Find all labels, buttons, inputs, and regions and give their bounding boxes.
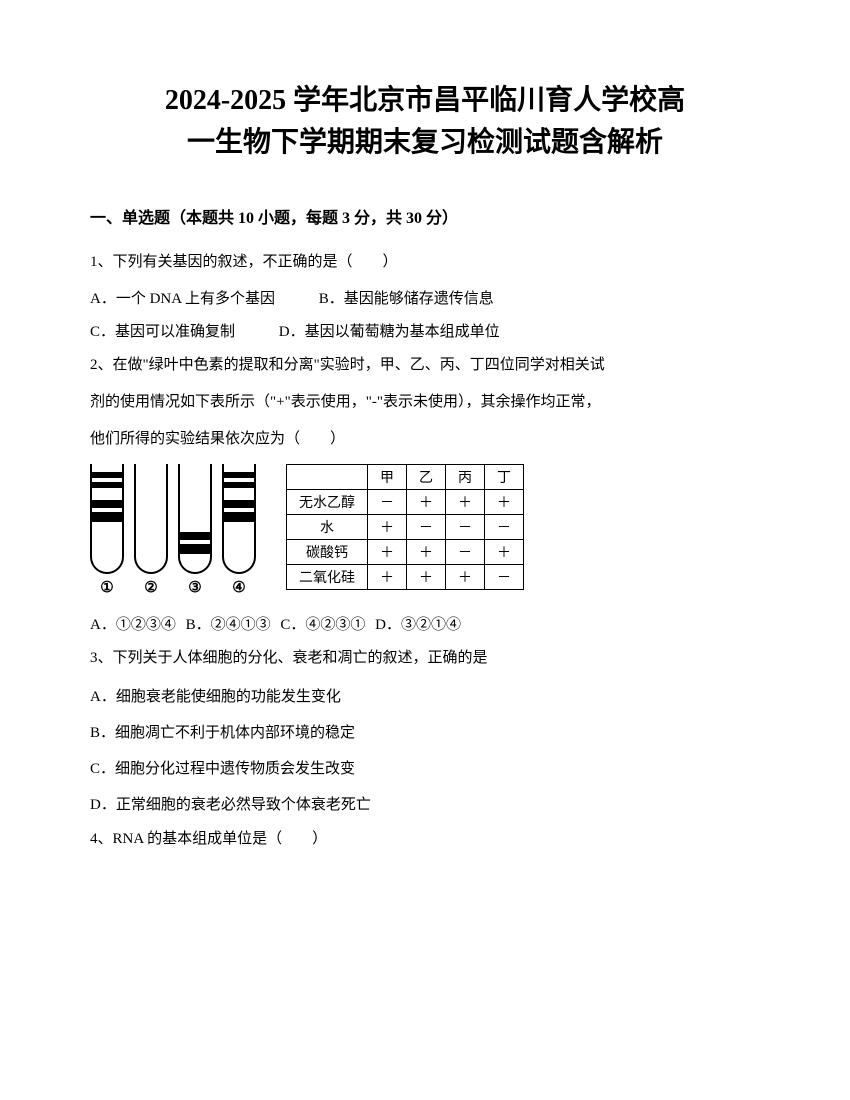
q1-option-b: B．基因能够储存遗传信息 <box>319 291 494 307</box>
q1-option-d: D．基因以葡萄糖为基本组成单位 <box>279 324 500 340</box>
tube-1-wrap: ① <box>90 464 124 597</box>
exam-title: 2024-2025 学年北京市昌平临川育人学校高 一生物下学期期末复习检测试题含… <box>90 80 760 164</box>
q3-option-d: D．正常细胞的衰老必然导致个体衰老死亡 <box>90 787 760 823</box>
tube-2-label: ② <box>144 578 157 597</box>
q2-stem-line1: 2、在做"绿叶中色素的提取和分离"实验时，甲、乙、丙、丁四位同学对相关试 <box>90 349 760 382</box>
q2-option-a: A．①②③④ <box>90 617 176 633</box>
q2-option-c: C．④②③① <box>280 617 365 633</box>
tubes-diagram: ① ② ③ ④ <box>90 464 256 597</box>
q2-options: A．①②③④ B．②④①③ C．④②③① D．③②①④ <box>90 609 760 642</box>
tube-1-label: ① <box>100 578 113 597</box>
q2-option-d: D．③②①④ <box>375 617 461 633</box>
tube-4-wrap: ④ <box>222 464 256 597</box>
q1-options-row1: A．一个 DNA 上有多个基因 B．基因能够储存遗传信息 <box>90 283 760 316</box>
title-line-1: 2024-2025 学年北京市昌平临川育人学校高 <box>90 80 760 122</box>
tube-3 <box>178 464 212 574</box>
tube-2-wrap: ② <box>134 464 168 597</box>
q3-option-b: B．细胞凋亡不利于机体内部环境的稳定 <box>90 715 760 751</box>
q3-option-a: A．细胞衰老能使细胞的功能发生变化 <box>90 679 760 715</box>
q1-options-row2: C．基因可以准确复制 D．基因以葡萄糖为基本组成单位 <box>90 316 760 349</box>
tube-4 <box>222 464 256 574</box>
q2-option-b: B．②④①③ <box>186 617 271 633</box>
q1-option-c: C．基因可以准确复制 <box>90 324 235 340</box>
q2-figure: ① ② ③ ④ 甲乙丙丁 无水乙醇－＋＋＋水＋－－－碳酸钙＋＋－＋二氧化硅＋＋＋… <box>90 464 760 597</box>
q3-option-c: C．细胞分化过程中遗传物质会发生改变 <box>90 751 760 787</box>
section-1-header: 一、单选题（本题共 10 小题，每题 3 分，共 30 分） <box>90 204 760 228</box>
q1-option-a: A．一个 DNA 上有多个基因 <box>90 291 275 307</box>
tube-1 <box>90 464 124 574</box>
reagent-table: 甲乙丙丁 无水乙醇－＋＋＋水＋－－－碳酸钙＋＋－＋二氧化硅＋＋＋－ <box>286 464 524 590</box>
q2-stem-line3: 他们所得的实验结果依次应为（ ） <box>90 423 760 456</box>
tube-3-wrap: ③ <box>178 464 212 597</box>
q4-stem: 4、RNA 的基本组成单位是（ ） <box>90 823 760 856</box>
q1-stem: 1、下列有关基因的叙述，不正确的是（ ） <box>90 246 760 279</box>
q3-stem: 3、下列关于人体细胞的分化、衰老和凋亡的叙述，正确的是 <box>90 642 760 675</box>
tube-2 <box>134 464 168 574</box>
q2-stem-line2: 剂的使用情况如下表所示（"+"表示使用，"-"表示未使用），其余操作均正常， <box>90 386 760 419</box>
title-line-2: 一生物下学期期末复习检测试题含解析 <box>90 122 760 164</box>
tube-3-label: ③ <box>188 578 201 597</box>
tube-4-label: ④ <box>232 578 245 597</box>
